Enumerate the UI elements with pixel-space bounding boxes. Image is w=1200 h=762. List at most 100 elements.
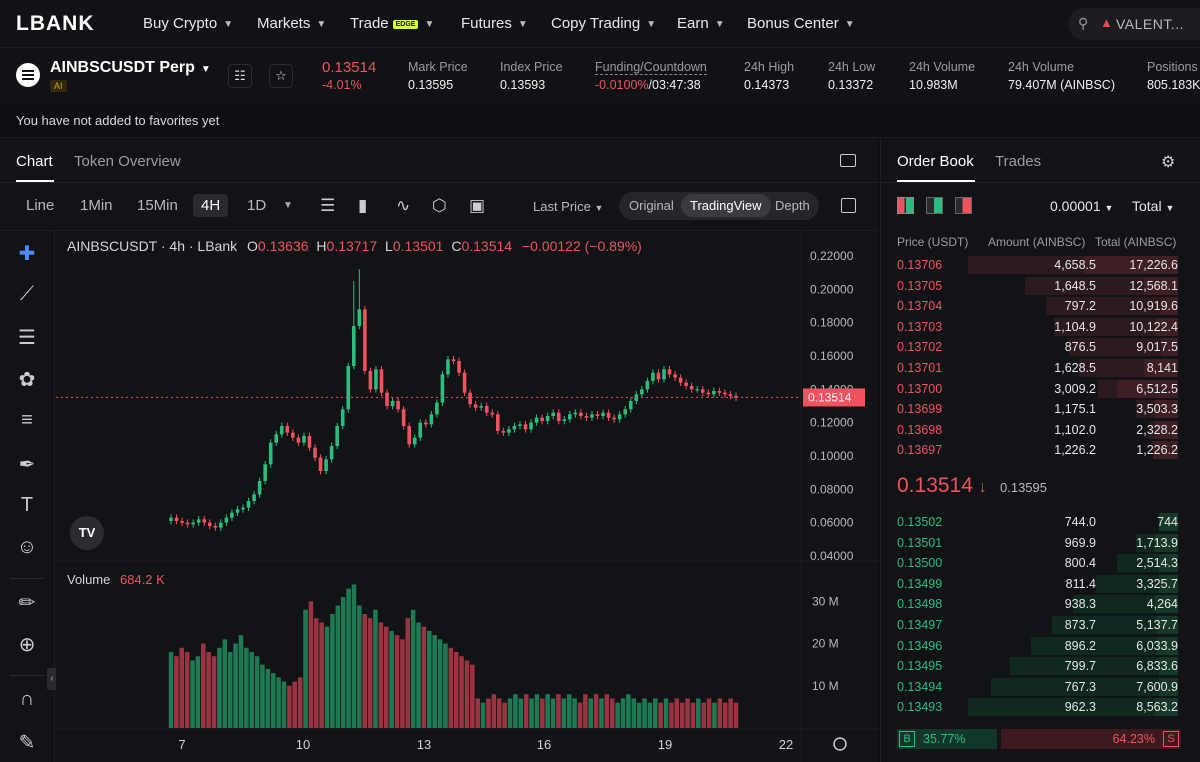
tab-token-overview[interactable]: Token Overview [74,153,181,170]
nav-buy-crypto[interactable]: Buy Crypto ▼ [143,15,234,32]
ohlc-change: −0.00122 (−0.89%) [521,238,642,254]
volume-bar-up [389,630,394,728]
ask-row[interactable]: 0.13703 1,104.9 10,122.4 [881,317,1200,337]
trend-line-icon[interactable]: ⟋ [20,283,34,305]
brush-icon[interactable]: ✒ [18,454,36,476]
bid-row[interactable]: 0.13495 799.7 6,833.6 [881,656,1200,676]
nav-bonus-center[interactable]: Bonus Center ▼ [747,15,855,32]
book-icon[interactable]: ☷ [228,64,252,88]
last-price-selector[interactable]: Last Price ▼ [533,199,604,214]
study-icon[interactable]: ∿ [396,196,411,215]
text-icon[interactable]: T [20,494,34,516]
book-asks-icon[interactable] [955,197,972,214]
ask-row[interactable]: 0.13700 3,009.2 6,512.5 [881,379,1200,399]
view-tradingview[interactable]: TradingView [681,194,771,217]
book-bids-icon[interactable] [926,197,943,214]
total-selector[interactable]: Total ▼ [1132,198,1175,214]
indicator-icon[interactable]: ☰ [320,196,336,215]
camera-icon[interactable]: ▣ [469,196,486,215]
ask-row[interactable]: 0.13706 4,658.5 17,226.6 [881,255,1200,275]
interval-1d[interactable]: 1D [247,197,267,214]
search-box[interactable]: ⚲ ▲ VALENT... [1068,8,1200,40]
magnet-icon[interactable]: ∩ [19,688,35,710]
bid-row[interactable]: 0.13496 896.2 6,033.9 [881,636,1200,656]
row-price: 0.13701 [897,361,943,375]
chart-settings-icon[interactable] [833,737,847,751]
nav-earn[interactable]: Earn ▼ [677,15,725,32]
nav-futures[interactable]: Futures ▼ [461,15,528,32]
bid-row[interactable]: 0.13497 873.7 5,137.7 [881,615,1200,635]
zoom-in-icon[interactable]: ⊕ [18,634,36,656]
nav-markets[interactable]: Markets ▼ [257,15,327,32]
nav-trade[interactable]: Trade EDGE ▼ [350,15,435,32]
row-price: 0.13697 [897,443,943,458]
interval-more-icon[interactable]: ▼ [283,200,293,211]
x-tick-label: 19 [658,737,672,752]
fib-icon[interactable]: ≡ [21,409,33,431]
bid-row[interactable]: 0.13498 938.3 4,264 [881,594,1200,614]
bid-row[interactable]: 0.13493 962.3 8,563.2 [881,697,1200,717]
lock-draw-icon[interactable]: ✎ [18,732,36,754]
candle-up [479,406,483,408]
candle-down [700,389,705,393]
row-total: 9,017.5 [1136,340,1178,355]
candle-up [263,464,267,481]
divider [0,182,878,183]
tab-order-book[interactable]: Order Book [897,153,974,170]
interval-line[interactable]: Line [26,197,55,214]
bid-row[interactable]: 0.13502 744.0 744 [881,512,1200,532]
amount-bar [1159,554,1178,573]
candle-type-icon[interactable]: ▮ [358,196,368,215]
bid-row[interactable]: 0.13499 811.4 3,325.7 [881,574,1200,594]
tradingview-logo[interactable]: TV [70,516,104,550]
ask-row[interactable]: 0.13699 1,175.1 3,503.3 [881,399,1200,419]
divider [10,578,44,579]
bid-row[interactable]: 0.13500 800.4 2,514.3 [881,553,1200,573]
precision-selector[interactable]: 0.00001 ▼ [1050,198,1114,214]
ask-row[interactable]: 0.13705 1,648.5 12,568.1 [881,276,1200,296]
interval-4h[interactable]: 4H [193,194,229,217]
ask-row[interactable]: 0.13704 797.2 10,919.6 [881,296,1200,316]
view-original[interactable]: Original [629,198,674,213]
candle-down [667,369,672,375]
view-depth[interactable]: Depth [775,198,810,213]
horizontal-lines-icon[interactable]: ☰ [18,327,36,349]
volume-bar-down [706,698,712,728]
volume-bar-down [448,647,454,728]
sliders-icon[interactable]: ⚙ [1161,154,1176,171]
funding-label[interactable]: Funding/Countdown [595,60,707,75]
book-both-icon[interactable] [897,197,914,214]
amount-bar [1154,595,1178,614]
ask-row[interactable]: 0.13698 1,102.0 2,328.2 [881,420,1200,440]
symbol-selector[interactable]: AINBSCUSDT Perp ▼ [50,59,211,76]
price-chart[interactable]: 0.220000.200000.180000.160000.140000.120… [56,231,878,762]
ask-row[interactable]: 0.13702 876.5 9,017.5 [881,337,1200,357]
candle-down [396,401,400,410]
funding-value: -0.0100%/03:47:38 [595,78,701,92]
candle-up [235,509,240,513]
volume-tick-label: 20 M [812,637,839,651]
volume-bar-up [410,609,416,728]
collapse-toolbar-icon[interactable]: ‹ [47,668,57,690]
lbank-logo[interactable]: LBANK [16,12,95,35]
volume-bar-up [222,639,228,728]
ask-row[interactable]: 0.13701 1,628.5 8,141 [881,358,1200,378]
candle-up [418,422,423,438]
ruler-icon[interactable]: ✏ [18,592,36,614]
fullscreen-icon[interactable] [840,154,856,167]
expand-icon[interactable] [841,198,856,213]
pattern-icon[interactable]: ✿ [18,369,36,391]
emoji-icon[interactable]: ☺ [16,536,38,558]
tab-trades[interactable]: Trades [995,153,1042,170]
crosshair-icon[interactable]: ✚ [18,243,36,265]
header-price: Price (USDT) [897,235,969,249]
favorite-star-icon[interactable]: ☆ [269,64,293,88]
interval-1min[interactable]: 1Min [80,197,113,214]
bid-row[interactable]: 0.13494 767.3 7,600.9 [881,677,1200,697]
nav-copy-trading[interactable]: Copy Trading ▼ [551,15,657,32]
tab-chart[interactable]: Chart [16,153,53,170]
interval-15min[interactable]: 15Min [137,197,178,214]
settings-hex-icon[interactable]: ⬡ [432,196,447,215]
bid-row[interactable]: 0.13501 969.9 1,713.9 [881,533,1200,553]
ask-row[interactable]: 0.13697 1,226.2 1,226.2 [881,440,1200,460]
